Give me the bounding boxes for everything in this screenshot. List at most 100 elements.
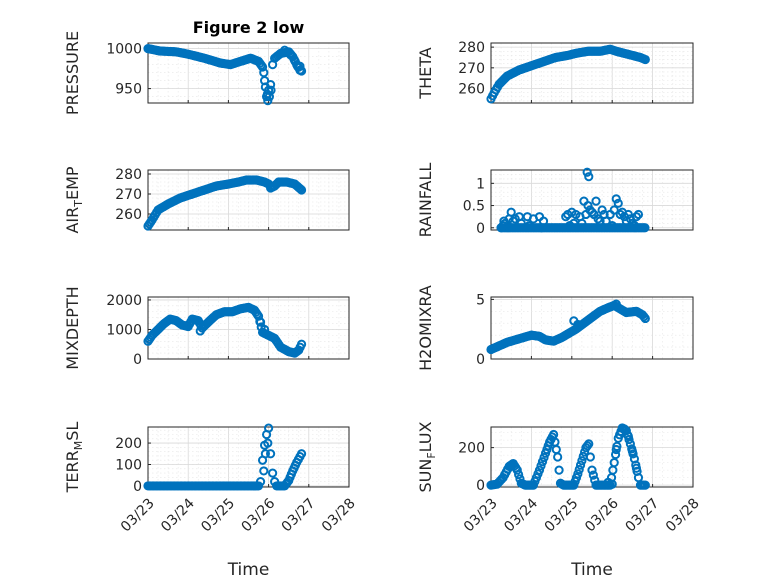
y-axis-label: AIRTEMP: [63, 166, 85, 233]
plot-area: [147, 426, 350, 488]
axes-box: [490, 42, 694, 104]
data-point: [582, 167, 592, 177]
data-point: [610, 449, 621, 460]
data-point: [619, 424, 629, 434]
data-point: [601, 216, 611, 226]
y-axis-label: PRESSURE: [63, 31, 82, 115]
data-point: [613, 198, 623, 208]
data-point: [588, 470, 598, 480]
y-tick-label: 0.5: [463, 199, 485, 215]
data-point: [514, 469, 524, 480]
y-tick-label: 100: [115, 458, 142, 474]
panel-sun_flux: 0 200 03/23 03/24 03/25 03/26 03/27 03/28 Time SU…: [416, 421, 703, 580]
panel-theta: 260 270 280 THETA: [416, 40, 694, 104]
data-point: [498, 220, 508, 231]
data-point: [516, 218, 526, 228]
y-tick-label: 260: [458, 82, 485, 98]
data-point: [631, 463, 642, 473]
data-point: [607, 220, 617, 231]
axes-box: [147, 169, 350, 231]
panel-pressure: 950 1000 PRESSURE Figure 2 low: [63, 18, 350, 115]
data-point: [587, 207, 597, 217]
data-point: [611, 444, 621, 455]
data-point: [577, 456, 587, 466]
data-point: [575, 460, 586, 470]
data-point: [255, 477, 266, 487]
data-point: [593, 214, 603, 224]
y-tick-label: 1000: [106, 42, 142, 58]
data-point: [640, 313, 650, 324]
data-point: [627, 218, 638, 228]
panel-mixdepth: 0 1000 2000 MIXDEPTH: [63, 286, 350, 370]
data-point: [577, 218, 587, 228]
data-point: [266, 85, 276, 95]
data-point: [640, 223, 650, 233]
data-point: [607, 479, 617, 489]
data-point: [538, 216, 549, 226]
data-point: [264, 423, 274, 433]
data-point: [266, 449, 276, 459]
data-point: [296, 185, 307, 195]
data-point: [296, 339, 307, 349]
data-point: [591, 196, 601, 206]
data-point: [629, 220, 640, 231]
panel-air_temp: 260 270 280 AIRTEMP: [63, 166, 350, 234]
data-point: [609, 205, 619, 215]
y-tick-label: 0: [133, 479, 142, 495]
data-point: [524, 220, 534, 231]
data-point: [259, 466, 269, 476]
y-tick-label: 0: [476, 221, 485, 237]
chart-title: Figure 2 low: [193, 18, 305, 37]
x-tick-label: 03/25: [542, 495, 582, 535]
data-point: [539, 452, 549, 463]
data-point: [633, 209, 644, 220]
data-point: [597, 205, 607, 215]
y-tick-label: 1000: [106, 322, 142, 338]
data-point: [640, 54, 650, 65]
data-point: [536, 461, 546, 471]
data-point: [259, 68, 269, 78]
data-point: [587, 465, 597, 475]
y-tick-label: 5: [476, 292, 485, 308]
y-axis-label: RAINFALL: [416, 163, 435, 238]
y-tick-label: 280: [115, 167, 142, 183]
data-point: [195, 326, 205, 336]
y-axis-label: H2OMIXRA: [416, 285, 435, 371]
axes-box: [147, 42, 350, 104]
x-axis-label: Time: [570, 560, 613, 580]
x-tick-label: 03/28: [663, 495, 703, 535]
x-tick-label: 03/27: [279, 495, 319, 535]
data-point: [584, 439, 594, 449]
y-tick-label: 0: [476, 352, 485, 368]
x-axis-label: Time: [227, 560, 270, 580]
panel-terr_msl: 0 100 200 03/23 03/24 03/25 03/26 03/27 03/28 Tim…: [63, 422, 359, 580]
data-point: [512, 465, 522, 475]
x-tick-label: 03/27: [623, 495, 663, 535]
x-tick-label: 03/26: [582, 495, 622, 535]
x-tick-label: 03/24: [501, 495, 541, 535]
y-tick-label: 200: [115, 436, 142, 452]
data-point: [257, 62, 268, 72]
y-tick-label: 2000: [106, 293, 142, 309]
data-point: [263, 438, 273, 448]
y-tick-label: 1: [476, 176, 485, 192]
data-point: [534, 465, 545, 475]
data-point: [623, 431, 633, 441]
y-tick-label: 200: [458, 441, 485, 457]
data-point: [506, 207, 516, 217]
data-point: [609, 458, 619, 468]
x-tick-label: 03/28: [319, 495, 359, 535]
x-tick-label: 03/26: [239, 495, 279, 535]
data-point: [574, 464, 584, 475]
data-point: [611, 194, 621, 204]
data-point: [640, 480, 650, 490]
y-tick-label: 0: [133, 352, 142, 368]
x-tick-label: 03/23: [118, 495, 158, 535]
x-tick-label: 03/24: [158, 495, 198, 535]
x-tick-label: 03/25: [198, 495, 238, 535]
data-point: [611, 299, 621, 309]
panel-rainfall: 0 0.5 1 RAINFALL: [416, 163, 694, 238]
data-point: [255, 317, 266, 327]
data-point: [508, 216, 518, 226]
data-point: [623, 209, 633, 220]
